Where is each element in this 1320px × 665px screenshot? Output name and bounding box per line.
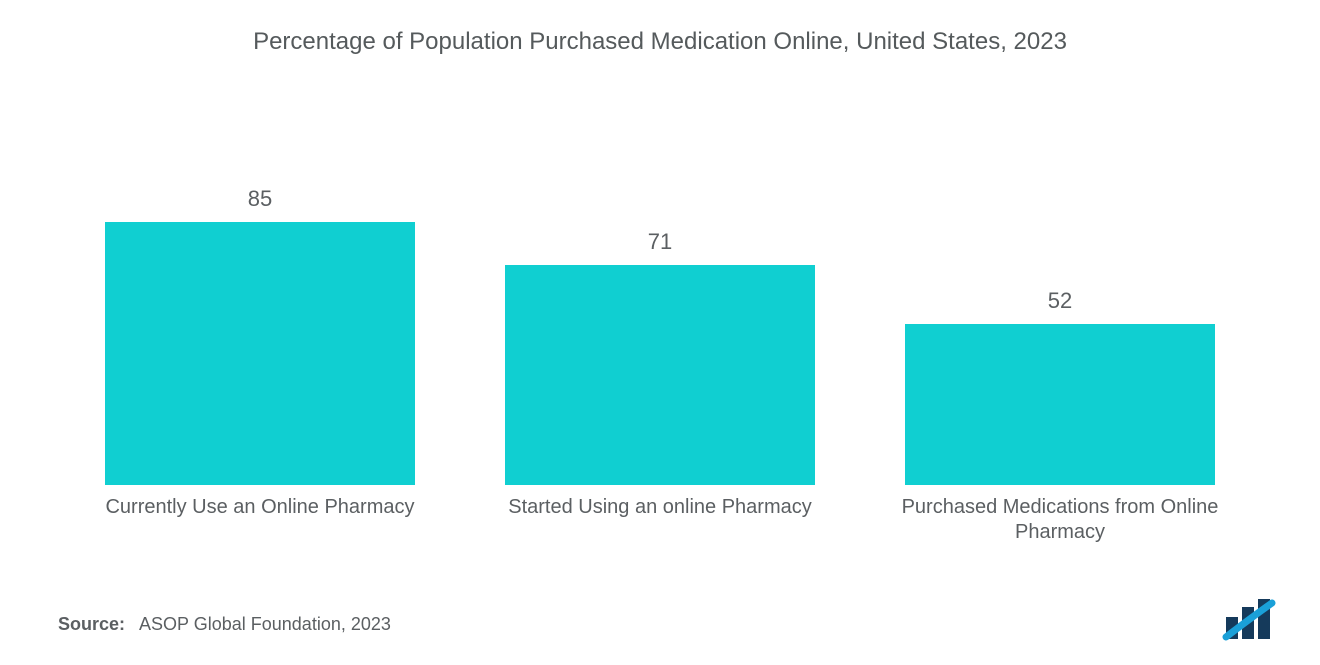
source-label: Source:: [58, 614, 125, 634]
bar-value-0: 85: [248, 186, 272, 212]
bar-group-0: 85 Currently Use an Online Pharmacy: [60, 186, 460, 486]
bar-xlabel-2: Purchased Medications from Online Pharma…: [860, 495, 1260, 545]
chart-container: Percentage of Population Purchased Medic…: [0, 0, 1320, 665]
bar-value-1: 71: [648, 229, 672, 255]
chart-title: Percentage of Population Purchased Medic…: [0, 28, 1320, 56]
bar-rect-0: [105, 222, 415, 486]
bar-value-2: 52: [1048, 288, 1072, 314]
bar-xlabel-1: Started Using an online Pharmacy: [460, 495, 860, 520]
brand-logo-icon: [1220, 599, 1280, 643]
bar-rect-1: [505, 265, 815, 485]
chart-source: Source: ASOP Global Foundation, 2023: [58, 614, 391, 635]
bar-xlabel-0: Currently Use an Online Pharmacy: [60, 495, 460, 520]
bars-row: 85 Currently Use an Online Pharmacy 71 S…: [60, 110, 1260, 485]
plot-area: 85 Currently Use an Online Pharmacy 71 S…: [60, 110, 1260, 540]
bar-group-1: 71 Started Using an online Pharmacy: [460, 229, 860, 485]
source-text: ASOP Global Foundation, 2023: [139, 614, 391, 634]
bar-rect-2: [905, 324, 1215, 485]
bar-group-2: 52 Purchased Medications from Online Pha…: [860, 288, 1260, 485]
